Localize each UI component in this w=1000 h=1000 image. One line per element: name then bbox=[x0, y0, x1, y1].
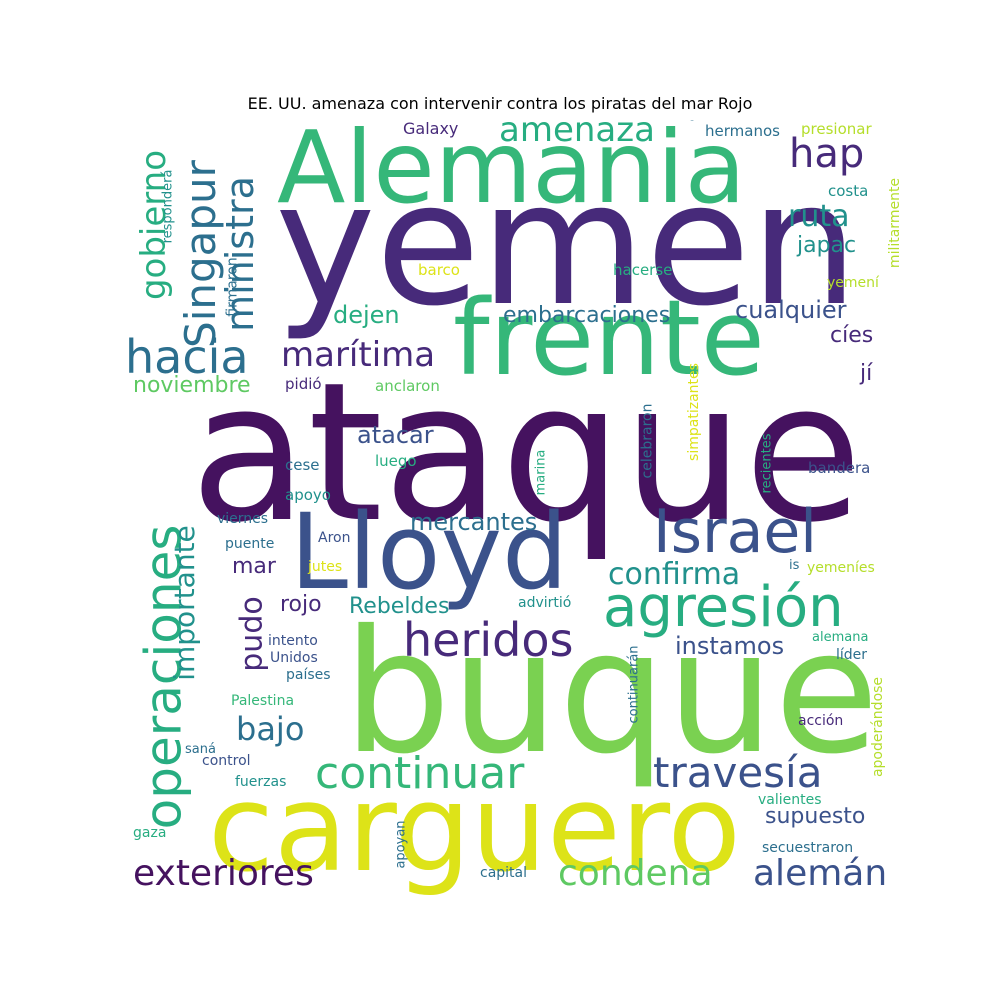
word-rojo: rojo bbox=[280, 592, 322, 617]
word-maritima: marítima bbox=[281, 335, 436, 375]
word-celebraron: celebraron bbox=[639, 403, 656, 479]
word-pudo: pudo bbox=[234, 596, 270, 672]
word-anclaron: anclaron bbox=[375, 377, 440, 395]
word-apoyan: apoyan bbox=[393, 820, 409, 869]
word-buque: buque bbox=[343, 594, 879, 792]
word-instamos: instamos bbox=[675, 632, 785, 660]
word-luego: luego bbox=[375, 452, 417, 470]
word-ataque: ataque bbox=[190, 342, 863, 565]
word-is: is bbox=[789, 558, 800, 573]
word-intento: intento bbox=[268, 633, 318, 649]
word-frente: frente bbox=[453, 277, 765, 399]
chart-title: EE. UU. amenaza con intervenir contra lo… bbox=[247, 94, 753, 113]
word-confirma: confirma bbox=[608, 557, 741, 592]
word-hacia: hacia bbox=[125, 330, 249, 384]
word-firmaron: firmaron bbox=[224, 257, 241, 317]
word-puente: puente bbox=[225, 536, 275, 552]
word-apoyo: apoyo bbox=[285, 486, 331, 504]
word-hacerse: hacerse bbox=[613, 261, 673, 279]
word-capital: capital bbox=[480, 865, 528, 881]
word-viernes: viernes bbox=[217, 511, 269, 527]
word-ji: jí bbox=[860, 361, 873, 386]
word-bandera: bandera bbox=[808, 459, 871, 477]
word-yemenies: yemeníes bbox=[807, 560, 875, 576]
word-jutes: jutes bbox=[308, 559, 343, 575]
word-costa: costa bbox=[828, 182, 869, 200]
word-galaxy: Galaxy bbox=[403, 120, 459, 138]
word-aron: Aron bbox=[318, 530, 351, 546]
word-israel: Israel bbox=[653, 497, 817, 567]
word-secuestraron: secuestraron bbox=[762, 840, 854, 856]
word-advirtio: advirtió bbox=[518, 595, 572, 611]
word-carguero: carguero bbox=[208, 760, 741, 895]
word-heridos: heridos bbox=[403, 613, 574, 667]
word-militarmente: militarmente bbox=[887, 177, 900, 269]
word-exteriores: exteriores bbox=[133, 853, 314, 894]
word-travesia: travesía bbox=[653, 748, 823, 797]
word-accion: acción bbox=[798, 713, 844, 729]
word-pidio: pidió bbox=[285, 375, 322, 393]
word-continuar: continuar bbox=[315, 748, 525, 799]
word-ruta: ruta bbox=[788, 199, 850, 234]
word-condena: condena bbox=[558, 853, 713, 894]
word-control: control bbox=[202, 753, 251, 769]
word-valientes: valientes bbox=[758, 792, 822, 808]
word-importante: importante bbox=[167, 525, 201, 681]
word-dot: • bbox=[685, 120, 699, 130]
word-marina: marina bbox=[533, 449, 549, 496]
word-amenaza: amenaza bbox=[499, 120, 655, 150]
word-palestina: Palestina bbox=[231, 693, 295, 709]
word-cese: cese bbox=[285, 456, 320, 474]
word-apoderandose: apoderándose bbox=[870, 676, 887, 778]
word-bajo: bajo bbox=[236, 710, 305, 748]
word-japac: japac bbox=[797, 233, 857, 258]
word-mar: mar bbox=[232, 554, 276, 579]
word-atacar: atacar bbox=[357, 421, 434, 449]
word-cloud: ataque buque yemen carguero Alemania fre… bbox=[125, 120, 900, 895]
word-fuerzas: fuerzas bbox=[235, 774, 287, 790]
word-yemeni: yemení bbox=[827, 275, 879, 291]
word-hermanos: hermanos bbox=[705, 122, 780, 140]
word-sana: saná bbox=[185, 742, 216, 757]
word-dejen: dejen bbox=[333, 301, 400, 329]
word-supuesto: supuesto bbox=[765, 804, 866, 829]
word-respondera: responderá bbox=[160, 169, 176, 244]
word-unidos: Unidos bbox=[270, 650, 318, 666]
word-lloyd: Lloyd bbox=[290, 491, 569, 613]
word-paises: países bbox=[286, 667, 331, 683]
word-hap: hap bbox=[789, 131, 865, 177]
word-cualquier: cualquier bbox=[735, 296, 847, 324]
word-continuaran: continuarán bbox=[626, 645, 642, 724]
word-lider: líder bbox=[836, 647, 868, 663]
word-alemana: alemana bbox=[812, 630, 869, 645]
word-simpatizantes: simpatizantes bbox=[685, 363, 702, 461]
word-gaza: gaza bbox=[133, 825, 167, 841]
word-agresion: agresión bbox=[603, 575, 844, 640]
word-alemania: Alemania bbox=[277, 120, 746, 226]
word-embarcaciones: embarcaciones bbox=[503, 303, 671, 328]
word-aleman: alemán bbox=[753, 853, 888, 894]
word-yemen: yemen bbox=[275, 146, 859, 344]
word-recientes: recientes bbox=[759, 433, 775, 494]
word-barco: barco bbox=[418, 261, 460, 279]
word-presionar: presionar bbox=[801, 120, 872, 138]
word-rebeldes: Rebeldes bbox=[349, 594, 450, 619]
word-cies: cíes bbox=[830, 323, 874, 348]
word-mercantes: mercantes bbox=[410, 508, 538, 536]
word-singapur: Singapur bbox=[175, 160, 225, 348]
word-noviembre: noviembre bbox=[133, 373, 251, 398]
